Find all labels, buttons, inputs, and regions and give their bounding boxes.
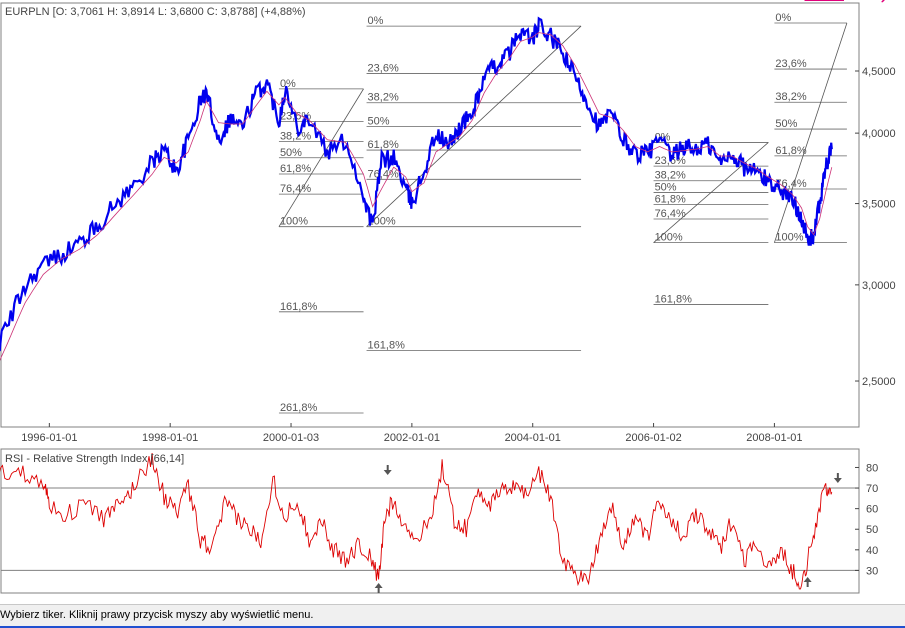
y-tick-label: 3,5000 <box>862 199 896 211</box>
moving-average-line <box>0 32 833 361</box>
fib-level-label: 161,8% <box>280 301 318 313</box>
price-panel <box>0 2 860 428</box>
arrow-down-icon <box>383 465 392 475</box>
fib-level-label: 50% <box>280 147 302 159</box>
rsi-y-tick-label: 40 <box>866 545 878 557</box>
price-chart-title: EURPLN [O: 3,7061 H: 3,8914 L: 3,6800 C:… <box>5 6 306 18</box>
rsi-y-tick-label: 60 <box>866 504 878 516</box>
price-line <box>0 16 833 352</box>
arrow-down-icon <box>833 473 842 483</box>
fib-level-label: 0% <box>775 12 791 24</box>
fib-level-label: 23,6% <box>368 62 399 74</box>
y-tick-label: 4,5000 <box>862 66 896 78</box>
x-tick-label: 2004-01-01 <box>505 432 561 444</box>
fib-level-label: 76,4% <box>655 208 686 220</box>
fib-level-label: 76,4% <box>280 183 311 195</box>
fib-level-label: 50% <box>655 182 677 194</box>
target-label: ~3,40 <box>860 0 905 4</box>
fib-level-label: 61,8% <box>775 145 806 157</box>
fib-level-label: 100% <box>775 232 803 244</box>
y-tick-label: 2,5000 <box>862 376 896 388</box>
fib-trend-line <box>366 25 582 227</box>
fib-level-label: 261,8% <box>280 402 318 414</box>
fib-trend-line <box>774 22 848 243</box>
fib-level-label: 0% <box>368 15 384 27</box>
rsi-y-axis: 30 40 50 60 70 80 <box>855 462 878 577</box>
arrow-up-icon <box>803 577 812 587</box>
x-tick-label: 2000-01-03 <box>263 432 319 444</box>
rsi-y-tick-label: 70 <box>866 483 878 495</box>
fib-trend-line <box>278 88 364 227</box>
x-tick-label: 2002-01-01 <box>384 432 440 444</box>
x-tick-label: 2008-01-01 <box>746 432 802 444</box>
fib-level-label: 61,8% <box>280 163 311 175</box>
fib-level-label: 38,2% <box>775 91 806 103</box>
target-label: ~5,00 <box>860 0 905 4</box>
fib-level-label: 76,4% <box>368 168 399 180</box>
rsi-chart-title: RSI - Relative Strength Index [66,14] <box>5 453 184 465</box>
rsi-line <box>0 453 833 590</box>
x-tick-label: 1998-01-01 <box>142 432 198 444</box>
x-tick-label: 1996-01-01 <box>21 432 77 444</box>
status-text: Wybierz tiker. Kliknij prawy przycisk my… <box>0 609 314 621</box>
x-tick-label: 2006-01-02 <box>625 432 681 444</box>
fib-level-label: 100% <box>655 232 683 244</box>
price-series-layer <box>0 16 833 361</box>
fib-level-label: 38,2% <box>655 170 686 182</box>
fib-level-label: 0% <box>280 78 296 90</box>
status-accent-line <box>0 626 905 628</box>
rsi-reference-lines <box>1 487 859 571</box>
price-y-axis: 2,5000 3,0000 3,5000 4,0000 4,5000 <box>855 66 896 388</box>
fib-level-label: 100% <box>280 216 308 228</box>
rsi-y-tick-label: 30 <box>866 565 878 577</box>
status-bar: Wybierz tiker. Kliknij prawy przycisk my… <box>0 604 905 628</box>
annotation-layer: ~5,00~3,40 <box>804 0 905 4</box>
y-tick-label: 3,0000 <box>862 280 896 292</box>
fib-level-label: 38,2% <box>280 131 311 143</box>
x-axis: 1996-01-01 1998-01-01 2000-01-03 2002-01-01… <box>21 423 803 444</box>
fib-level-label: 50% <box>775 118 797 130</box>
fib-level-label: 161,8% <box>655 294 693 306</box>
fib-level-label: 161,8% <box>368 340 406 352</box>
y-tick-label: 4,0000 <box>862 128 896 140</box>
fib-level-label: 50% <box>368 115 390 127</box>
fib-level-label: 38,2% <box>368 92 399 104</box>
rsi-series-layer <box>0 453 833 590</box>
rsi-y-tick-label: 50 <box>866 524 878 536</box>
chart-area[interactable]: 0%23,6%38,2%50%61,8%76,4%100%161,8%261,8… <box>0 0 905 604</box>
fib-level-label: 61,8% <box>368 139 399 151</box>
rsi-y-tick-label: 80 <box>866 462 878 474</box>
fib-level-label: 61,8% <box>655 193 686 205</box>
fib-level-label: 23,6% <box>775 58 806 70</box>
arrow-up-icon <box>374 583 383 593</box>
rsi-arrows <box>374 465 842 593</box>
rsi-panel <box>0 448 860 594</box>
fib-trend-line <box>653 142 769 243</box>
